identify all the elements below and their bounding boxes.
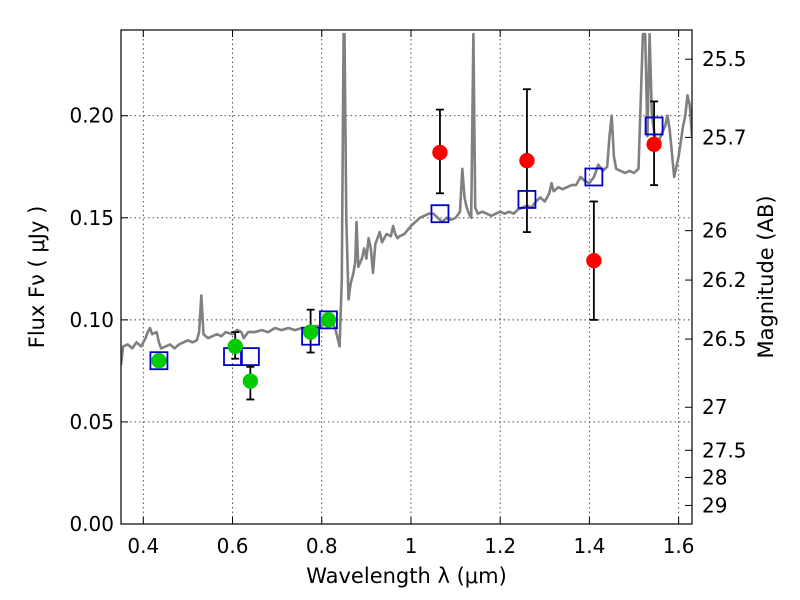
- data-point-red: [586, 252, 602, 269]
- x-tick-label: 0.6: [217, 534, 249, 558]
- right-tick-label: 26: [702, 219, 727, 243]
- right-axis-label: Magnitude (AB): [754, 195, 778, 358]
- x-tick-label: 1: [405, 534, 418, 558]
- x-tick-label: 1.2: [484, 534, 516, 558]
- data-point-red: [519, 152, 535, 169]
- y-tick-label: 0.05: [69, 410, 114, 434]
- plot-frame: [120, 29, 693, 525]
- data-point-green: [320, 312, 337, 328]
- right-tick-label: 27.5: [702, 438, 747, 462]
- model-photometry-square: [149, 351, 169, 371]
- right-tick-label: 28: [702, 465, 727, 489]
- y-tick-label: 0.15: [69, 206, 114, 230]
- data-point-red: [646, 136, 662, 153]
- y-tick-label: 0.00: [69, 512, 114, 536]
- right-tick-label: 29: [702, 493, 727, 517]
- x-tick-label: 1.4: [573, 534, 605, 558]
- model-photometry-square: [517, 190, 537, 209]
- data-point-red: [432, 144, 448, 161]
- model-sed-line-layer: [121, 32, 692, 365]
- grid-layer: [121, 30, 692, 524]
- model-photometry-square: [644, 116, 664, 136]
- data-point-green: [227, 338, 243, 355]
- x-tick-label: 0.4: [127, 534, 159, 558]
- model-photometry-square: [430, 204, 450, 224]
- sed-model-line: [121, 32, 692, 365]
- right-tick-label: 26.2: [702, 268, 747, 292]
- model-photometry-square: [584, 167, 604, 187]
- right-tick-label: 26.5: [702, 327, 747, 351]
- model-photometry-square: [319, 310, 338, 330]
- right-tick-label: 27: [702, 395, 727, 419]
- data-point-green: [151, 352, 167, 369]
- ticks-layer: 0.4 0.6 0.8 1 1.2 1.4 1.6 0.00 0.05 0.10 0.15 0.20 2…: [69, 30, 747, 558]
- data-point-green: [302, 324, 319, 340]
- x-axis-label: Wavelength λ (μm): [306, 564, 507, 588]
- y-tick-label: 0.20: [69, 104, 114, 128]
- markers-layer: [149, 116, 664, 389]
- x-tick-label: 0.8: [306, 534, 338, 558]
- y-axis-label: Flux Fν ( μJy ): [25, 206, 49, 349]
- model-photometry-square: [240, 347, 260, 367]
- y-tick-label: 0.10: [69, 308, 114, 332]
- x-tick-label: 1.6: [663, 534, 695, 558]
- data-point-green: [242, 373, 259, 389]
- right-tick-label: 25.5: [702, 47, 747, 71]
- right-tick-label: 25.7: [702, 125, 747, 149]
- error-bars-layer: [231, 88, 659, 401]
